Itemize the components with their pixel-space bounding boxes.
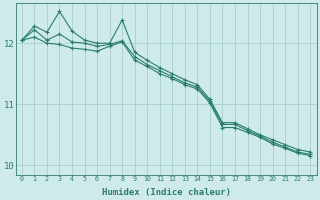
X-axis label: Humidex (Indice chaleur): Humidex (Indice chaleur) [101,188,231,197]
